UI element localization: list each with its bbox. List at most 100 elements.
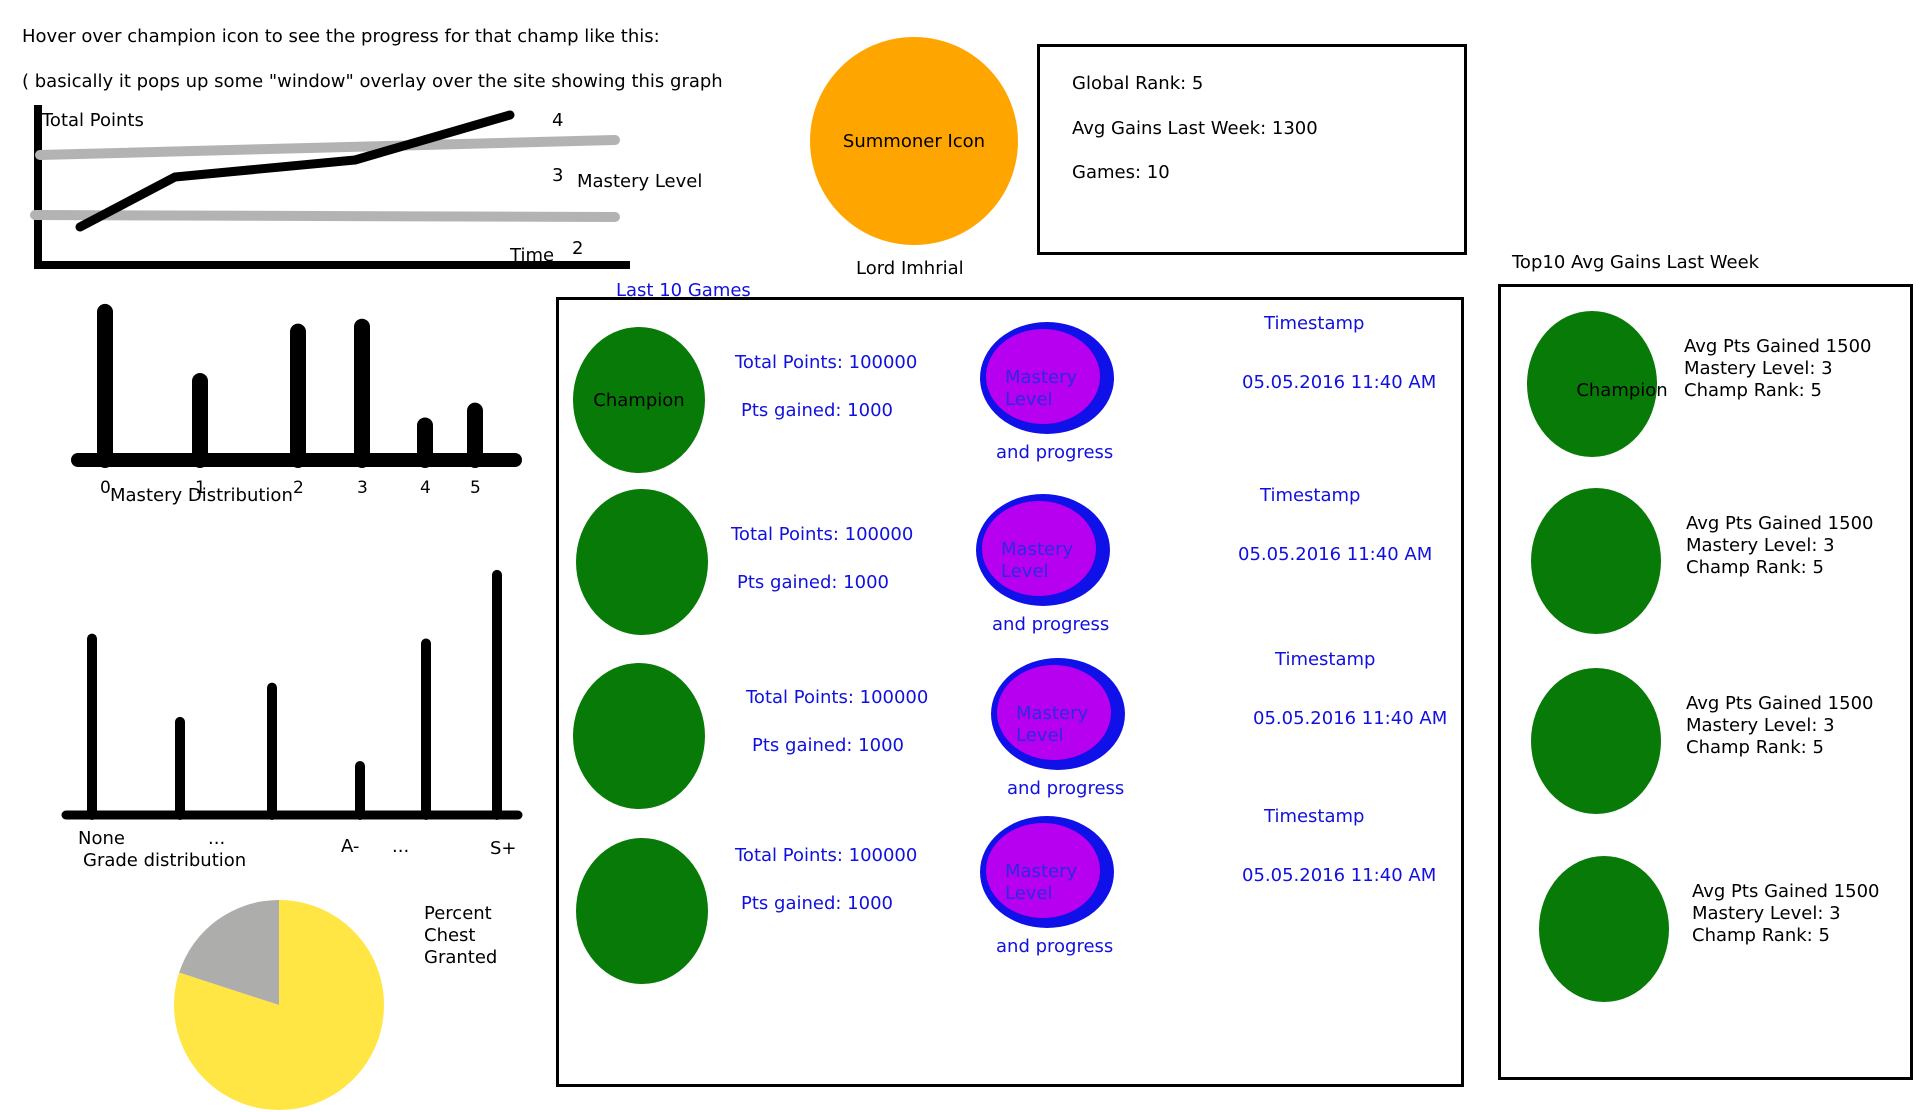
global-stats-box: Global Rank: 5 Avg Gains Last Week: 1300… (1037, 44, 1467, 255)
mastery-tick-label: 1 (195, 478, 206, 498)
mastery-progress-label: and progress (996, 442, 1114, 463)
champion-label: Champion (593, 389, 685, 411)
champion-icon[interactable]: Champion (1527, 311, 1668, 457)
mastery-label: Mastery Level (1001, 539, 1073, 583)
champion-label: Champion (1576, 379, 1668, 401)
mastery-level-fill (982, 501, 1096, 596)
top10-avg-pts: Avg Pts Gained 1500 (1686, 513, 1874, 534)
game-pts-gained: Pts gained: 1000 (752, 735, 904, 756)
mastery-progress-label: and progress (992, 614, 1110, 635)
progress-xlabel: Time (510, 245, 555, 266)
mastery-level-fill (986, 823, 1100, 918)
level-label-2: 2 (572, 238, 584, 259)
mastery-level-ring (980, 322, 1114, 434)
grade-tick-ellipsis-2: ... (392, 836, 410, 857)
champion-icon[interactable] (576, 489, 708, 635)
top10-mastery-level: Mastery Level: 3 (1686, 715, 1835, 736)
mastery-label-bottom: Level (1005, 883, 1053, 904)
top10-avg-pts: Avg Pts Gained 1500 (1684, 336, 1872, 357)
champion-icon[interactable]: Champion (573, 327, 705, 473)
grade-distribution-title: Grade distribution (83, 850, 247, 871)
mastery-level-ring (980, 816, 1114, 928)
mastery-distribution-title: Mastery Distribution (110, 485, 293, 506)
mastery-progress-label: and progress (1007, 778, 1125, 799)
total-points-line (75, 110, 515, 232)
summoner-icon[interactable]: Summoner Icon (810, 37, 1018, 245)
chest-pie-label: Percent Chest Granted (424, 903, 497, 969)
game-total-points: Total Points: 100000 (746, 687, 929, 708)
mastery-label-top: Mastery (1016, 703, 1089, 724)
top10-stats: Avg Pts Gained 1500 Mastery Level: 3 Cha… (1686, 513, 1874, 579)
mastery-label: Mastery Level (1005, 367, 1077, 411)
level-label-4: 4 (552, 110, 564, 131)
grade-tick-s-plus: S+ (490, 838, 517, 859)
grade-tick-none: None (78, 828, 125, 849)
top10-panel (1498, 284, 1913, 1080)
mastery-label-bottom: Level (1001, 561, 1049, 582)
mastery-distribution-svg: 0 1 2 3 4 5 (71, 303, 522, 498)
timestamp-label: Timestamp (1264, 313, 1365, 334)
intro-line-1: Hover over champion icon to see the prog… (22, 26, 660, 47)
top10-mastery-level: Mastery Level: 3 (1686, 535, 1835, 556)
top10-champ-rank: Champ Rank: 5 (1692, 925, 1830, 946)
champion-icon[interactable] (1531, 668, 1661, 814)
global-rank: Global Rank: 5 (1072, 73, 1204, 94)
timestamp-value: 05.05.2016 11:40 AM (1253, 708, 1448, 729)
top10-stats: Avg Pts Gained 1500 Mastery Level: 3 Cha… (1686, 693, 1874, 759)
summoner-name: Lord Imhrial (856, 258, 964, 279)
top10-champ-rank: Champ Rank: 5 (1684, 380, 1822, 401)
pie-slice (179, 900, 279, 1005)
game-total-points: Total Points: 100000 (735, 352, 918, 373)
mastery-tick-label: 5 (470, 478, 481, 498)
mastery-label-bottom: Level (1005, 389, 1053, 410)
avg-gains-last-week: Avg Gains Last Week: 1300 (1072, 118, 1318, 139)
champion-icon[interactable] (573, 663, 705, 809)
chest-label-line-2: Chest (424, 925, 476, 946)
mastery-level-label: Mastery Level (577, 171, 703, 192)
timestamp-value: 05.05.2016 11:40 AM (1238, 544, 1433, 565)
progress-chart-svg (30, 105, 630, 269)
mastery-tick-label: 3 (357, 478, 368, 498)
progress-ylabel: Total Points (42, 110, 144, 131)
top10-champ-rank: Champ Rank: 5 (1686, 557, 1824, 578)
game-pts-gained: Pts gained: 1000 (741, 400, 893, 421)
timestamp-value: 05.05.2016 11:40 AM (1242, 865, 1437, 886)
last-games-title[interactable]: Last 10 Games (616, 280, 751, 301)
mastery-level-4-line (35, 135, 620, 160)
champion-icon[interactable] (1539, 856, 1669, 1002)
chest-label-line-3: Granted (424, 947, 498, 968)
game-total-points: Total Points: 100000 (731, 524, 914, 545)
top10-title: Top10 Avg Gains Last Week (1512, 252, 1760, 273)
mastery-level-ring (991, 658, 1125, 770)
game-pts-gained: Pts gained: 1000 (741, 893, 893, 914)
mastery-label-top: Mastery (1005, 367, 1078, 388)
timestamp-label: Timestamp (1260, 485, 1361, 506)
mastery-level-ring (976, 494, 1110, 606)
top10-avg-pts: Avg Pts Gained 1500 (1686, 693, 1874, 714)
top10-stats: Avg Pts Gained 1500 Mastery Level: 3 Cha… (1684, 336, 1872, 402)
champion-icon[interactable] (1531, 488, 1661, 634)
pie-slice (174, 900, 384, 1110)
mastery-level-fill (997, 665, 1111, 760)
games-count: Games: 10 (1072, 162, 1170, 183)
mastery-tick-label: 2 (293, 478, 304, 498)
game-total-points: Total Points: 100000 (735, 845, 918, 866)
intro-line-2: ( basically it pops up some "window" ove… (22, 71, 723, 92)
top10-avg-pts: Avg Pts Gained 1500 (1692, 881, 1880, 902)
chest-pie-svg (174, 900, 384, 1110)
game-pts-gained: Pts gained: 1000 (737, 572, 889, 593)
top10-mastery-level: Mastery Level: 3 (1684, 358, 1833, 379)
champion-icon[interactable] (576, 838, 708, 984)
timestamp-label: Timestamp (1264, 806, 1365, 827)
mastery-progress-label: and progress (996, 936, 1114, 957)
mastery-tick-label: 4 (420, 478, 431, 498)
mastery-label-top: Mastery (1005, 861, 1078, 882)
level-label-3: 3 (552, 165, 564, 186)
mastery-label-bottom: Level (1016, 725, 1064, 746)
mastery-label-top: Mastery (1001, 539, 1074, 560)
mastery-level-fill (986, 329, 1100, 424)
grade-tick-ellipsis-1: ... (208, 828, 226, 849)
top10-stats: Avg Pts Gained 1500 Mastery Level: 3 Cha… (1692, 881, 1880, 947)
timestamp-value: 05.05.2016 11:40 AM (1242, 372, 1437, 393)
top10-champ-rank: Champ Rank: 5 (1686, 737, 1824, 758)
